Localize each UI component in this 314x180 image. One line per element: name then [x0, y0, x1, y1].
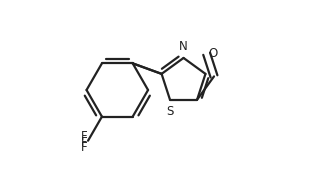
Text: F: F [80, 141, 87, 154]
Text: F: F [80, 136, 87, 149]
Text: S: S [166, 105, 174, 118]
Text: F: F [80, 130, 87, 143]
Text: N: N [179, 40, 188, 53]
Text: O: O [208, 47, 217, 60]
